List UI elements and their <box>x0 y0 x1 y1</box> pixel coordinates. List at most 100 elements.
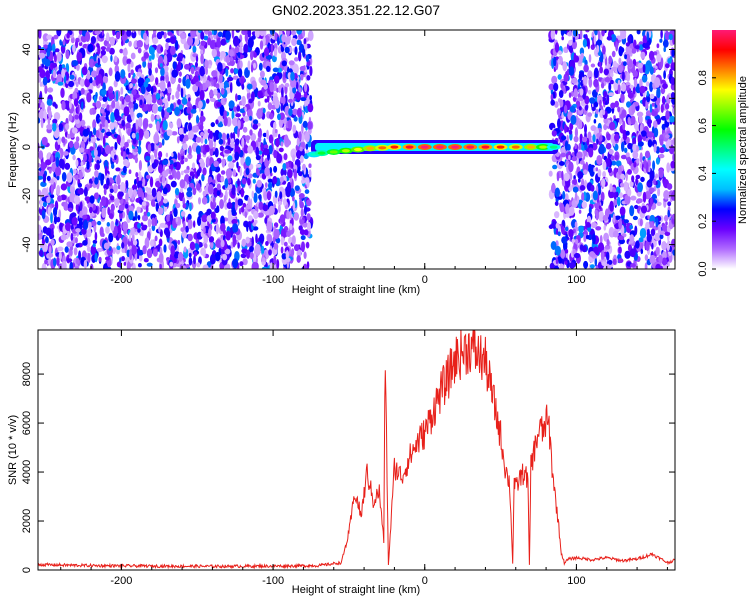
heatmap-cell <box>255 146 260 157</box>
heatmap-cell <box>563 172 570 182</box>
heatmap-cell <box>70 212 77 218</box>
heatmap-cell <box>65 49 70 60</box>
heatmap-cell <box>209 240 214 249</box>
heatmap-cell <box>554 42 560 53</box>
heatmap-cell <box>262 52 265 58</box>
heatmap-cell <box>64 246 69 253</box>
heatmap-cell <box>222 253 228 261</box>
heatmap-cell <box>116 174 121 185</box>
heatmap-cell <box>58 158 65 169</box>
heatmap-cell <box>587 112 593 117</box>
heatmap-cell <box>307 121 313 130</box>
heatmap-cell <box>584 142 588 151</box>
heatmap-cell <box>39 108 44 120</box>
heatmap-cell <box>126 261 131 269</box>
signal-point-core <box>405 145 414 149</box>
heatmap-cell <box>86 246 91 252</box>
heatmap-cell <box>638 44 644 51</box>
heatmap-cell <box>44 84 48 94</box>
heatmap-cell <box>106 222 111 227</box>
heatmap-cell <box>665 221 668 226</box>
heatmap-cell <box>258 194 262 200</box>
heatmap-cell <box>282 189 287 198</box>
heatmap-cell <box>658 168 664 178</box>
heatmap-cell <box>128 232 132 242</box>
heatmap-cell <box>608 82 612 92</box>
heatmap-cell <box>220 223 226 232</box>
heatmap-cell <box>265 54 273 60</box>
heatmap-cell <box>66 241 73 248</box>
heatmap-cell <box>94 231 98 241</box>
heatmap-cell <box>131 78 137 84</box>
heatmap-cell <box>559 263 564 269</box>
heatmap-cell <box>671 62 675 68</box>
heatmap-cell <box>235 30 240 33</box>
heatmap-cell <box>72 44 76 53</box>
heatmap-cell <box>151 161 157 169</box>
heatmap-cell <box>177 251 184 262</box>
heatmap-cell <box>292 201 296 212</box>
heatmap-cell <box>70 232 74 241</box>
heatmap-cell <box>601 30 605 37</box>
heatmap-cell <box>653 127 659 138</box>
heatmap-cell <box>280 228 286 239</box>
heatmap-cell <box>252 226 259 231</box>
heatmap-cell <box>585 235 590 240</box>
signal-point-core <box>511 145 520 149</box>
heatmap-cell <box>618 258 624 264</box>
heatmap-cell <box>296 137 300 147</box>
heatmap-cell <box>74 114 80 120</box>
heatmap-cell <box>651 111 658 117</box>
heatmap-cell <box>202 129 209 140</box>
heatmap-cell <box>558 50 562 55</box>
heatmap-cell <box>42 201 48 208</box>
heatmap-cell <box>106 32 110 42</box>
heatmap-cell <box>655 263 661 269</box>
heatmap-cell <box>146 93 153 105</box>
heatmap-cell <box>296 249 302 257</box>
heatmap-cell <box>635 177 638 186</box>
heatmap-cell <box>157 244 161 251</box>
y-tick-label: 4000 <box>21 460 33 484</box>
colorbar-gradient <box>712 30 736 269</box>
heatmap-cell <box>304 82 308 93</box>
heatmap-cell <box>661 257 668 266</box>
heatmap-cell <box>568 262 576 269</box>
heatmap-cell <box>605 142 612 150</box>
heatmap-cell <box>619 206 626 216</box>
heatmap-cell <box>148 46 155 55</box>
heatmap-cell <box>296 255 301 263</box>
heatmap-cell <box>639 152 643 163</box>
signal-point-core <box>549 145 558 149</box>
heatmap-cell <box>662 83 668 89</box>
heatmap-cell <box>589 264 595 269</box>
heatmap-cell <box>180 87 184 98</box>
heatmap-cell <box>204 185 209 195</box>
heatmap-cell <box>663 70 666 80</box>
heatmap-cell <box>245 135 251 141</box>
heatmap-cell <box>264 166 270 177</box>
heatmap-cell <box>669 115 675 123</box>
heatmap-cell <box>148 55 152 61</box>
heatmap-cell <box>649 66 654 75</box>
heatmap-cell <box>589 97 596 104</box>
y-tick-label: 40 <box>21 43 33 55</box>
heatmap-cell <box>262 107 266 114</box>
heatmap-cell <box>264 98 268 103</box>
heatmap-cell <box>42 76 48 86</box>
heatmap-cell <box>266 191 272 201</box>
heatmap-cell <box>609 200 614 212</box>
heatmap-cell <box>94 177 99 185</box>
heatmap-cell <box>309 95 313 101</box>
heatmap-cell <box>550 30 555 40</box>
heatmap-cell <box>616 196 621 207</box>
heatmap-cell <box>128 169 132 174</box>
heatmap-cell <box>190 108 197 114</box>
heatmap-cell <box>292 63 299 75</box>
heatmap-cell <box>649 103 653 113</box>
heatmap-cell <box>137 187 143 198</box>
heatmap-cell <box>99 226 104 237</box>
heatmap-cell <box>283 241 288 247</box>
heatmap-cell <box>150 113 155 122</box>
